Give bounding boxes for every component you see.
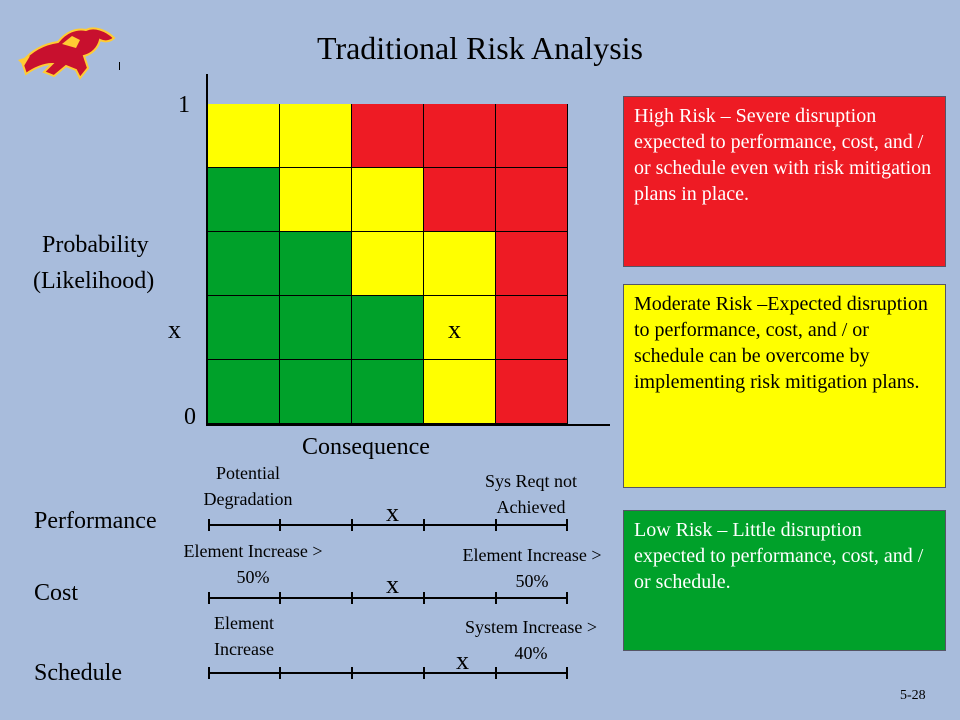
y-axis-label-line2: (Likelihood) (33, 268, 155, 294)
moderate-risk-legend: Moderate Risk –Expected disruption to pe… (623, 284, 946, 488)
matrix-cell-yellow (280, 168, 352, 232)
schedule-left-note: Element Increase (214, 613, 274, 659)
matrix-cell-red (352, 104, 424, 168)
cost-left-note: Element Increase > 50% (183, 541, 323, 587)
performance-left-note: Potential Degradation (203, 463, 293, 509)
schedule-label: Schedule (34, 660, 122, 686)
schedule-scale (208, 667, 568, 679)
high-risk-legend: High Risk – Severe disruption expected t… (623, 96, 946, 267)
performance-scale (208, 519, 568, 531)
matrix-cell-green (208, 168, 280, 232)
matrix-cell-green (280, 360, 352, 424)
matrix-cell-red (496, 296, 568, 360)
cost-marker: x (386, 570, 399, 599)
low-risk-legend: Low Risk – Little disruption expected to… (623, 510, 946, 651)
matrix-cell-red (496, 168, 568, 232)
matrix-cell-yellow (424, 360, 496, 424)
performance-right-note: Sys Reqt not Achieved (484, 471, 577, 517)
cost-scale (208, 592, 568, 604)
x-axis-label: Consequence (302, 434, 430, 460)
schedule-right-note: System Increase > 40% (464, 617, 598, 663)
performance-marker: x (386, 498, 399, 527)
matrix-cell-red (424, 104, 496, 168)
y-axis-max-label: 1 (178, 92, 190, 118)
matrix-cell-red (424, 168, 496, 232)
matrix-cell-red (496, 232, 568, 296)
page-title: Traditional Risk Analysis (317, 30, 643, 66)
matrix-cell-green (352, 296, 424, 360)
page-number: 5-28 (900, 688, 926, 703)
y-axis-label-line1: Probability (42, 232, 149, 258)
matrix-cell-yellow (280, 104, 352, 168)
matrix-cell-green (280, 296, 352, 360)
matrix-cell-yellow (424, 232, 496, 296)
cost-label: Cost (34, 580, 79, 606)
matrix-cell-green (208, 296, 280, 360)
risk-matrix-grid (208, 104, 568, 424)
schedule-marker: x (456, 646, 469, 675)
matrix-cell-green (352, 360, 424, 424)
matrix-cell-red (496, 360, 568, 424)
matrix-cell-green (280, 232, 352, 296)
matrix-cell-yellow (424, 296, 496, 360)
row-marker: x (168, 315, 181, 344)
matrix-cell-yellow (208, 104, 280, 168)
mustang-horse-icon (18, 27, 116, 80)
matrix-cell-green (208, 360, 280, 424)
cell-marker: x (448, 315, 461, 344)
matrix-cell-yellow (352, 168, 424, 232)
performance-label: Performance (34, 508, 157, 534)
matrix-cell-yellow (352, 232, 424, 296)
cost-right-note: Element Increase > 50% (462, 545, 602, 591)
y-axis-min-label: 0 (184, 404, 196, 430)
matrix-cell-green (208, 232, 280, 296)
y-axis-line (206, 74, 208, 426)
matrix-cell-red (496, 104, 568, 168)
x-axis-line (206, 424, 610, 426)
logo-divider (119, 62, 120, 70)
